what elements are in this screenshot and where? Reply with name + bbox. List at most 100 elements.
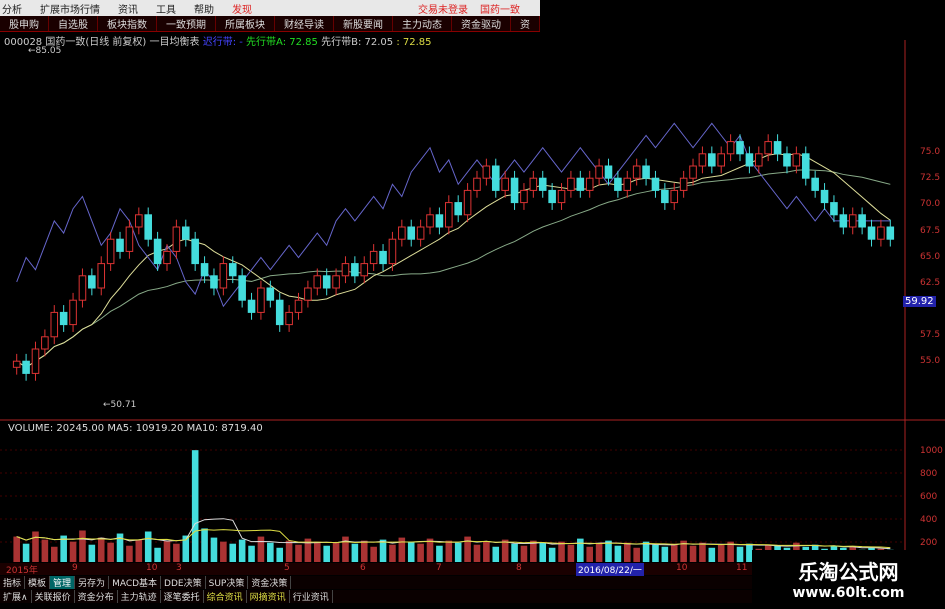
btn-expand[interactable]: 扩展∧ — [0, 590, 32, 603]
tab-capital[interactable]: 资金驱动 — [452, 16, 511, 31]
price-tick: 67.5 — [920, 226, 941, 236]
volume-bar — [501, 539, 509, 562]
tab-sector-index[interactable]: 板块指数 — [98, 16, 157, 31]
tab-sector[interactable]: 所属板块 — [216, 16, 275, 31]
volume-bar — [351, 543, 359, 562]
price-tick: 75.0 — [920, 147, 941, 157]
btn-indicator[interactable]: 指标 — [0, 576, 26, 589]
tab-ipo[interactable]: 股申购 — [0, 16, 49, 31]
menu-help[interactable]: 帮助 — [194, 4, 214, 16]
btn-main-track[interactable]: 主力轨迹 — [118, 590, 161, 603]
volume-bar — [689, 545, 697, 562]
candle-body — [679, 177, 688, 191]
btn-industry-news[interactable]: 行业资讯 — [290, 590, 333, 603]
price-tick: 72.5 — [920, 173, 941, 183]
volume-bar — [88, 544, 96, 562]
candle-body — [473, 177, 481, 191]
volume-bar — [220, 541, 227, 562]
menu-bar: 分析 扩展市场行情 资讯 工具 帮助 发现 交易未登录 国药一致 — [0, 0, 540, 16]
volume-bar — [135, 539, 143, 562]
tab-main-force[interactable]: 主力动态 — [393, 16, 452, 31]
candle-body — [22, 360, 30, 374]
candle-body — [416, 226, 425, 240]
login-status[interactable]: 交易未登录 — [418, 4, 468, 16]
btn-capital[interactable]: 资金决策 — [248, 576, 292, 589]
candle-body — [623, 177, 632, 191]
span-b: 先行带B: 72.05 — [321, 37, 394, 48]
volume-bar — [642, 541, 650, 562]
candle-body — [257, 287, 265, 313]
candle-body — [454, 202, 462, 216]
volume-bar — [483, 541, 490, 562]
btn-manage[interactable]: 管理 — [50, 576, 76, 589]
volume-bar — [492, 546, 500, 562]
volume-bar — [661, 546, 669, 562]
btn-save-as[interactable]: 另存为 — [75, 576, 110, 589]
menu-discover[interactable]: 发现 — [232, 4, 252, 16]
price-tick: 62.5 — [920, 278, 941, 288]
volume-tick: 1000 — [920, 446, 943, 456]
btn-capital-dist[interactable]: 资金分布 — [75, 590, 118, 603]
menu-news[interactable]: 资讯 — [118, 4, 138, 16]
date-tick: 9 — [72, 563, 78, 573]
stock-title: 000028 国药一致(日线 前复权) 一目均衡表 — [4, 37, 200, 48]
volume-bar — [407, 541, 415, 562]
candle-body — [670, 189, 679, 204]
volume-bar — [717, 544, 725, 562]
date-tick: 7 — [436, 563, 442, 573]
btn-macd[interactable]: MACD基本 — [109, 576, 162, 589]
candle-body — [285, 311, 293, 326]
candle-body — [801, 153, 810, 179]
price-tick: 65.0 — [920, 252, 941, 262]
candle-body — [426, 214, 434, 228]
menu-tools[interactable]: 工具 — [156, 4, 176, 16]
tab-watchlist[interactable]: 自选股 — [49, 16, 98, 31]
candle-body — [792, 153, 801, 167]
indicator-info: 000028 国药一致(日线 前复权) 一目均衡表 迟行带: - 先行带A: 7… — [4, 33, 432, 48]
volume-bar — [79, 530, 86, 562]
candle-body — [501, 177, 509, 191]
tab-more[interactable]: 资 — [511, 16, 540, 31]
tab-finance-guide[interactable]: 财经导读 — [275, 16, 334, 31]
btn-template[interactable]: 模板 — [25, 576, 51, 589]
btn-related-quotes[interactable]: 关联报价 — [32, 590, 75, 603]
btn-general-news[interactable]: 综合资讯 — [204, 590, 247, 603]
date-axis: 2015年 9 10 3 5 6 7 8 2016/08/22/一 10 11 — [0, 563, 760, 576]
candle-body — [12, 360, 21, 368]
volume-bar — [426, 538, 434, 562]
volume-bar — [126, 545, 133, 562]
candle-body — [97, 263, 106, 289]
candle-body — [463, 189, 472, 216]
btn-sup[interactable]: SUP决策 — [206, 576, 249, 589]
candle-body — [811, 177, 819, 191]
date-tick: 2015年 — [6, 566, 38, 576]
volume-bar — [708, 547, 716, 562]
lagging-span: 迟行带: - — [202, 37, 243, 48]
candle-body — [726, 141, 735, 155]
candle-body — [698, 153, 707, 167]
volume-bar — [257, 536, 265, 562]
btn-web-news[interactable]: 网摘资讯 — [247, 590, 290, 603]
candle-body — [858, 214, 866, 228]
last-value: : 72.85 — [396, 37, 432, 48]
volume-bar — [623, 542, 631, 562]
candle-body — [717, 153, 726, 167]
candle-body — [830, 202, 838, 216]
menu-extended-market[interactable]: 扩展市场行情 — [40, 4, 100, 16]
tab-ipo-news[interactable]: 新股要闻 — [334, 16, 393, 31]
candle-body — [614, 177, 622, 191]
candle-body — [867, 226, 876, 240]
volume-bar — [60, 535, 67, 562]
tab-consensus[interactable]: 一致预期 — [157, 16, 216, 31]
candle-body — [398, 226, 406, 240]
candle-body — [313, 275, 322, 289]
volume-tick: 600 — [920, 492, 938, 502]
btn-tick-orders[interactable]: 逐笔委托 — [161, 590, 204, 603]
volume-bar — [314, 541, 321, 562]
candle-body — [360, 263, 369, 277]
menu-analysis[interactable]: 分析 — [2, 4, 22, 16]
volume-bar — [746, 543, 753, 562]
btn-dde[interactable]: DDE决策 — [161, 576, 206, 589]
watermark: 乐淘公式网 www.60lt.com — [752, 550, 945, 609]
